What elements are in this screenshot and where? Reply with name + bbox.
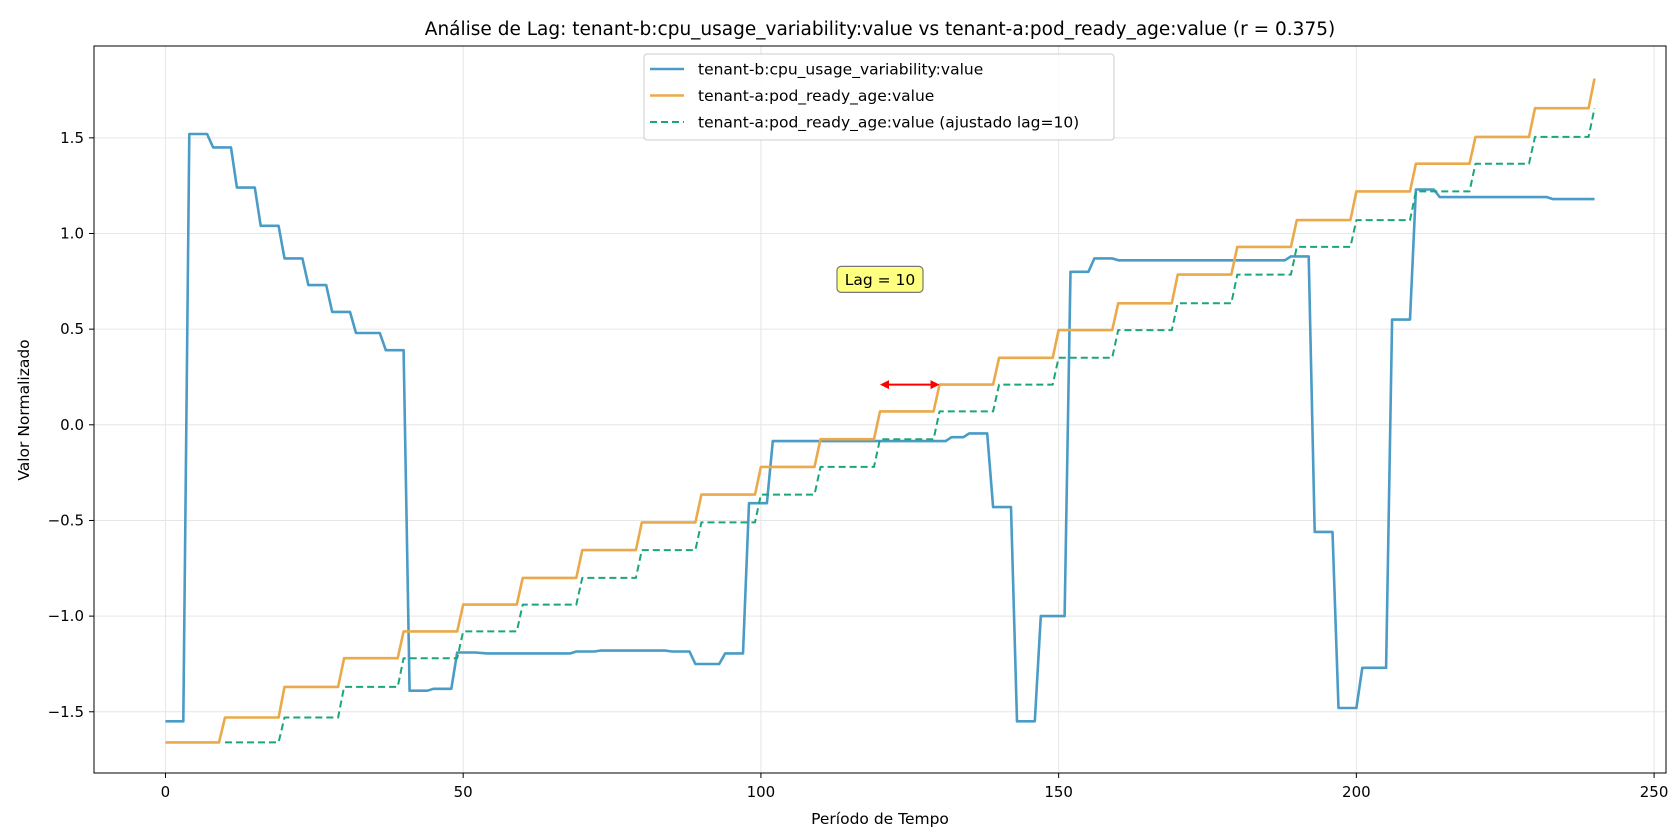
y-tick-label: −0.5 bbox=[48, 511, 84, 529]
y-tick-label: 1.0 bbox=[60, 224, 84, 242]
x-tick-label: 250 bbox=[1640, 783, 1669, 801]
x-axis-label: Período de Tempo bbox=[811, 810, 949, 828]
lag-arrow-head-right bbox=[930, 380, 940, 390]
legend: tenant-b:cpu_usage_variability:valuetena… bbox=[643, 53, 1115, 141]
series-line-2 bbox=[165, 78, 1596, 744]
grid-lines bbox=[94, 46, 1666, 773]
legend-label-1: tenant-b:cpu_usage_variability:value bbox=[698, 61, 983, 80]
y-tick-label: 0.0 bbox=[60, 416, 84, 434]
y-tick-label: 0.5 bbox=[60, 320, 84, 338]
x-axis-ticks: 0 50 100 150 200 250 bbox=[161, 773, 1669, 801]
lag-annotation-text: Lag = 10 bbox=[845, 271, 916, 289]
y-tick-label: −1.0 bbox=[48, 607, 84, 625]
x-tick-label: 150 bbox=[1044, 783, 1073, 801]
legend-label-2: tenant-a:pod_ready_age:value bbox=[698, 87, 934, 106]
y-axis-label: Valor Normalizado bbox=[15, 339, 33, 480]
y-tick-label: −1.5 bbox=[48, 703, 84, 721]
y-axis-ticks: −1.5 −1.0 −0.5 0.0 0.5 1.0 1.5 bbox=[48, 129, 94, 721]
annotation-layer: Lag = 10 bbox=[836, 265, 940, 390]
x-tick-label: 100 bbox=[747, 783, 776, 801]
y-tick-label: 1.5 bbox=[60, 129, 84, 147]
legend-frame bbox=[643, 53, 1115, 141]
lag-annotation-box bbox=[836, 265, 924, 294]
lag-arrow-head-left bbox=[880, 380, 889, 390]
chart-title: Análise de Lag: tenant-b:cpu_usage_varia… bbox=[425, 19, 1335, 40]
plot-frame bbox=[93, 45, 1667, 774]
x-tick-label: 50 bbox=[454, 783, 473, 801]
series-layer bbox=[165, 78, 1596, 744]
x-tick-label: 0 bbox=[161, 783, 171, 801]
x-tick-label: 200 bbox=[1342, 783, 1371, 801]
series-line-1 bbox=[165, 132, 1595, 723]
legend-label-3: tenant-a:pod_ready_age:value (ajustado l… bbox=[698, 114, 1079, 133]
